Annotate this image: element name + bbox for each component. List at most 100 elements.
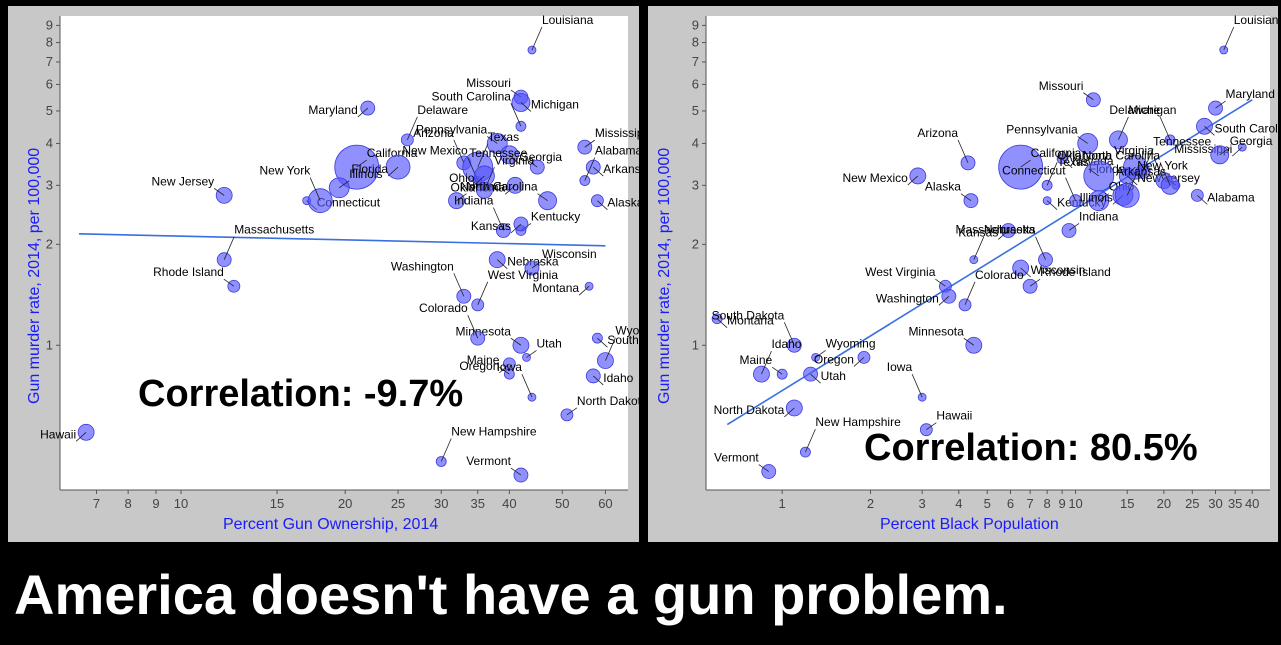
meme-caption: America doesn't have a gun problem.	[14, 563, 1008, 626]
state-label: Idaho	[603, 371, 633, 385]
chart-panel-black-population: 1 2 3 4 5 6 7 8 9 1 2 3 4 5 6 7 8 9 10 15 20 25 30 35 40 Louisian…	[648, 6, 1281, 542]
state-label: Wisconsin	[542, 247, 597, 261]
label-leader-line	[810, 373, 821, 384]
state-label: New York	[1137, 158, 1189, 172]
state-label: Connecticut	[317, 196, 381, 210]
label-leader-line	[1068, 223, 1080, 231]
label-leader-line	[926, 422, 937, 430]
label-leader-line	[510, 223, 522, 234]
label-leader-line	[1046, 162, 1058, 186]
x-tick-label: 1	[779, 496, 786, 511]
state-label: Florida	[351, 162, 388, 176]
state-label: Oklahoma	[1057, 148, 1112, 162]
state-label: Alaska	[607, 196, 643, 210]
state-label: Connecticut	[1002, 164, 1066, 178]
label-leader-line	[537, 193, 548, 201]
label-leader-line	[338, 180, 350, 189]
state-label: Kansas	[471, 219, 511, 233]
label-leader-line	[815, 350, 826, 358]
label-leader-line	[1088, 168, 1100, 177]
y-tick-label: 1	[46, 337, 53, 352]
y-tick-label: 4	[692, 135, 699, 150]
state-label: Alabama	[1207, 190, 1255, 204]
y-tick-label: 5	[46, 103, 53, 118]
label-leader-line	[1020, 159, 1031, 168]
label-leader-line	[911, 374, 923, 398]
label-leader-line	[504, 185, 516, 195]
label-leader-line	[474, 175, 485, 186]
label-leader-line	[597, 337, 608, 348]
state-label: North Dakota	[714, 403, 785, 417]
label-leader-line	[716, 318, 728, 329]
state-label: Indiana	[1079, 209, 1119, 223]
state-label: North Carolina	[1083, 148, 1161, 162]
state-label: Maryland	[308, 103, 357, 117]
x-tick-label: 15	[1120, 496, 1134, 511]
data-point	[958, 298, 972, 312]
state-label: Maryland	[1226, 87, 1275, 101]
label-leader-line	[1083, 92, 1094, 101]
label-leader-line	[1061, 158, 1073, 169]
state-label: Iowa	[887, 360, 913, 374]
x-tick-label: 40	[1245, 496, 1259, 511]
x-tick-label: 50	[555, 496, 569, 511]
y-tick-label: 3	[692, 177, 699, 192]
label-leader-line	[566, 407, 578, 416]
x-tick-label: 20	[338, 496, 352, 511]
state-label: Utah	[537, 336, 562, 350]
state-label: North Dakota	[577, 394, 648, 408]
state-label: Maine	[467, 353, 500, 367]
state-label: New York	[260, 164, 312, 178]
state-label: Hawaii	[936, 409, 972, 423]
state-label: Maine	[739, 353, 772, 367]
label-leader-line	[784, 407, 795, 418]
label-leader-line	[597, 200, 608, 210]
label-leader-line	[510, 337, 522, 346]
label-leader-line	[531, 26, 543, 51]
trend-line	[78, 233, 606, 247]
label-leader-line	[467, 314, 479, 339]
y-tick-label: 2	[692, 236, 699, 251]
label-leader-line	[758, 464, 769, 472]
label-leader-line	[998, 230, 1009, 240]
y-tick-label: 8	[46, 35, 53, 50]
label-leader-line	[1098, 193, 1110, 201]
state-label: Hawaii	[40, 427, 76, 441]
x-tick-label: 8	[1044, 496, 1051, 511]
state-label: Rhode Island	[1040, 265, 1111, 279]
state-label: Arizona	[917, 126, 958, 140]
x-tick-label: 30	[1208, 496, 1222, 511]
label-leader-line	[1065, 177, 1076, 201]
state-label: New Mexico	[402, 144, 468, 158]
y-tick-label: 6	[692, 76, 699, 91]
state-label: South Dakota	[712, 308, 785, 322]
data-point	[998, 144, 1044, 190]
label-leader-line	[1215, 100, 1226, 109]
label-leader-line	[1077, 136, 1088, 144]
label-leader-line	[484, 167, 495, 191]
label-leader-line	[75, 431, 87, 442]
y-tick-label: 4	[46, 135, 53, 150]
state-label: Georgia	[1230, 134, 1273, 148]
label-leader-line	[938, 295, 950, 306]
state-label: New Mexico	[842, 171, 908, 185]
label-leader-line	[521, 374, 533, 398]
state-label: Virginia	[494, 153, 534, 167]
label-leader-line	[1159, 162, 1171, 186]
y-tick-label: 1	[692, 337, 699, 352]
state-label: Georgia	[519, 150, 562, 164]
x-tick-label: 10	[1068, 496, 1082, 511]
label-leader-line	[761, 350, 772, 375]
label-leader-line	[1197, 195, 1208, 205]
x-tick-label: 3	[919, 496, 926, 511]
state-label: Arkansas	[1116, 164, 1166, 178]
y-tick-label: 7	[46, 54, 53, 69]
label-leader-line	[509, 154, 520, 165]
state-label: Minnesota	[908, 324, 964, 338]
label-leader-line	[477, 281, 489, 306]
state-label: Arkansas	[603, 162, 653, 176]
y-tick-label: 8	[692, 35, 699, 50]
label-leader-line	[584, 139, 596, 148]
label-leader-line	[520, 102, 532, 112]
